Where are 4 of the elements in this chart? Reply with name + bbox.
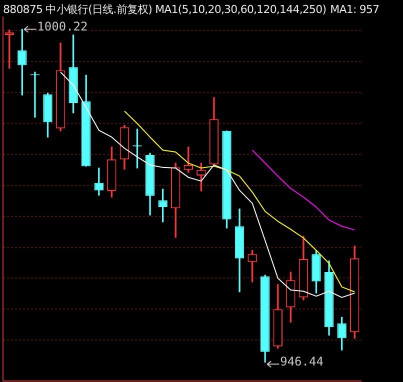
annotation: 946.44 xyxy=(280,354,324,368)
chart-title: 880875 中小银行(日线.前复权) MA1(5,10,20,30,60,120,144,250) xyxy=(3,3,326,16)
chart-subtitle: MA1: 957 xyxy=(330,3,380,16)
annotation: 1000.22 xyxy=(37,19,88,34)
